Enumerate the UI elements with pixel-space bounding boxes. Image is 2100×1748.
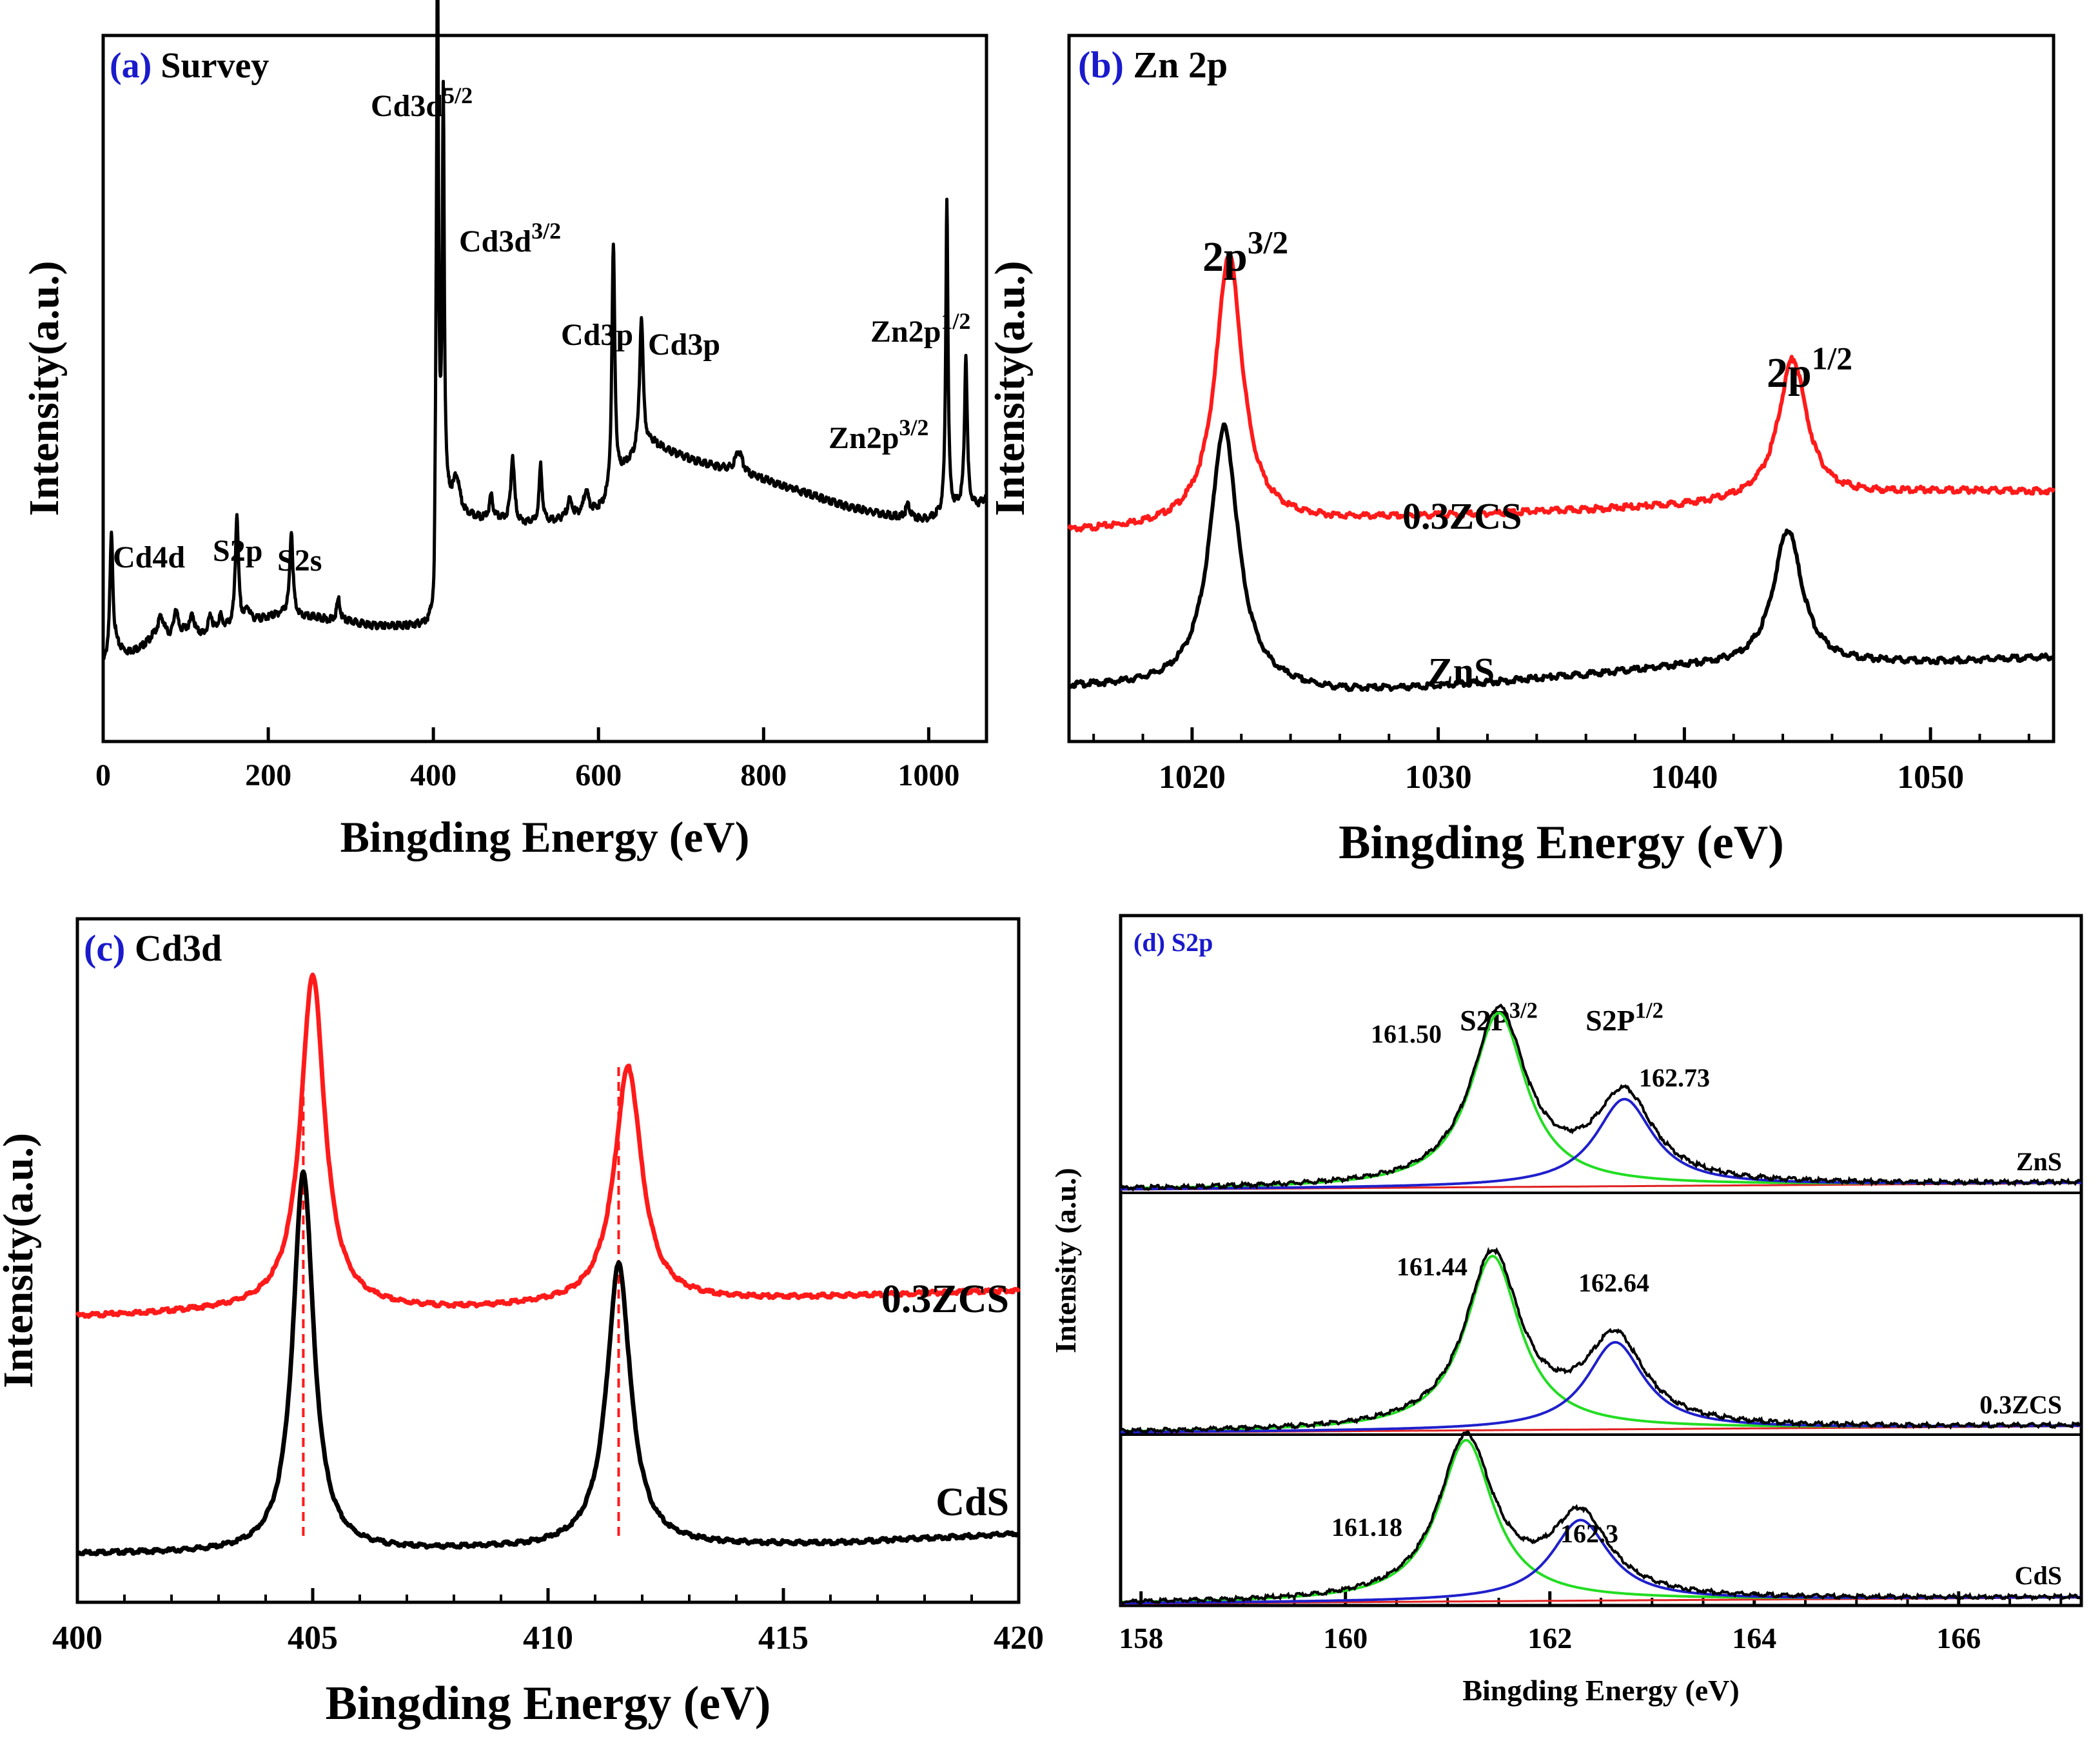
- panel-d-ZnS-envelope: [1119, 1003, 2082, 1192]
- panel-d-0.3ZCS-peak-label-12: 162.64: [1578, 1268, 1649, 1297]
- panel-d-0.3ZCS-peak-label-32: 161.44: [1397, 1252, 1467, 1281]
- panel-a-peak-label-3: Cd3d5/2: [371, 83, 473, 123]
- panel-c-x-tick-label: 415: [758, 1620, 809, 1656]
- panel-c-legend-1: CdS: [936, 1480, 1009, 1524]
- panel-d-x-tick-label: 160: [1323, 1622, 1368, 1655]
- panel-b-x-tick-label: 1020: [1159, 759, 1226, 796]
- panel-d-ZnS-peak-label-12: 162.73: [1639, 1063, 1710, 1092]
- panel-b-legend-0: 0.3ZCS: [1402, 495, 1522, 537]
- panel-d-x-tick-label: 162: [1527, 1622, 1572, 1655]
- panel-a-peak-label-6: Cd3p: [648, 328, 720, 362]
- panel-d-x-tick-label: 166: [1936, 1622, 1981, 1655]
- panel-d-sample-label-CdS: CdS: [2015, 1561, 2062, 1590]
- panel-d-CdS-peak-label-32: 161.18: [1331, 1513, 1402, 1542]
- panel-a-peak-label-1: S2p: [213, 534, 262, 568]
- panel-c-series-0.3ZCS: [75, 972, 1021, 1319]
- panel-c-x-tick-label: 420: [994, 1620, 1044, 1656]
- panel-b-series-ZnS: [1068, 422, 2056, 692]
- panel-b-x-tick-label: 1050: [1897, 759, 1964, 796]
- panel-b-zn2p-chart: 1020 1030 1040 1050 Bingding Energy (eV) Inte…: [986, 34, 2056, 869]
- panel-a-x-tick-label: 800: [740, 758, 787, 792]
- panel-a-x-tick-label: 1000: [898, 758, 959, 792]
- panel-b-x-tick-label: 1030: [1405, 759, 1472, 796]
- panel-b-panel-title: (b) Zn 2p: [1078, 44, 1228, 86]
- panel-d-CdS-fit-s2p12: [1121, 1518, 2081, 1605]
- panel-a-x-tick-label: 200: [245, 758, 291, 792]
- panel-d-x-axis-title: Bingding Energy (eV): [1462, 1674, 1739, 1707]
- panel-a-plot-frame: [101, 34, 988, 743]
- panel-d-CdS-envelope: [1119, 1430, 2082, 1606]
- panel-d-s2p-chart: 158 160 162 164 166 Bingding Energy (eV) Inten…: [1049, 914, 2083, 1707]
- panel-a-peak-label-8: Zn2p3/2: [829, 415, 928, 455]
- panel-d-x-tick-label: 158: [1119, 1622, 1163, 1655]
- panel-d-y-axis-title: Intensity (a.u.): [1049, 1168, 1082, 1353]
- panel-b-series-0.3ZCS: [1067, 253, 2056, 533]
- panel-d-ZnS-fit-s2p32: [1121, 1011, 2081, 1190]
- panel-b-peak-label-1: 2p1/2: [1767, 340, 1852, 397]
- panel-a-peak-label-7: Zn2p1/2: [870, 308, 970, 349]
- panel-d-sample-label-0.3ZCS: 0.3ZCS: [1979, 1390, 2062, 1419]
- panel-a-peak-label-4: Cd3d3/2: [459, 218, 561, 259]
- panel-c-cd3d-chart: 400 405 410 415 420 Bingding Energy (eV) Inten…: [0, 917, 1044, 1730]
- panel-d-0.3ZCS-envelope: [1119, 1247, 2083, 1435]
- panel-d-panel-title: (d) S2p: [1133, 928, 1213, 957]
- panel-c-legend-0: 0.3ZCS: [881, 1277, 1009, 1321]
- panel-c-plot-frame: [75, 917, 1021, 1604]
- panel-c-y-axis-title: Intensity(a.u.): [0, 1133, 42, 1388]
- panel-d-0.3ZCS-fit-s2p12: [1121, 1340, 2081, 1434]
- panel-d-CdS-peak-label-12: 162.3: [1560, 1519, 1618, 1548]
- panel-b-x-tick-label: 1040: [1651, 759, 1718, 796]
- panel-d-x-tick-label: 164: [1732, 1622, 1776, 1655]
- panel-c-x-tick-label: 410: [523, 1620, 573, 1656]
- panel-b-plot-frame: [1067, 34, 2056, 743]
- panel-c-x-tick-label: 400: [52, 1620, 103, 1656]
- panel-a-x-tick-label: 0: [95, 758, 111, 792]
- panel-d-sample-label-ZnS: ZnS: [2016, 1147, 2062, 1176]
- panel-a-y-axis-title: Intensity(a.u.): [21, 260, 68, 516]
- panel-d-header-1: S2P1/2: [1585, 999, 1663, 1037]
- panel-c-panel-title: (c) Cd3d: [84, 927, 222, 969]
- panel-d-header-0: S2P3/2: [1460, 999, 1538, 1037]
- panel-c-x-axis-title: Bingding Energy (eV): [326, 1677, 771, 1730]
- panel-b-y-axis-title: Intensity(a.u.): [986, 260, 1034, 516]
- panel-d-ZnS-peak-label-32: 161.50: [1371, 1019, 1442, 1048]
- panel-b-x-axis-title: Bingding Energy (eV): [1339, 816, 1784, 869]
- panel-a-x-tick-label: 600: [575, 758, 622, 792]
- panel-b-peak-label-0: 2p3/2: [1202, 224, 1288, 280]
- panel-a-peak-label-5: Cd3p: [561, 318, 633, 352]
- panel-d-ZnS-fit-s2p12: [1120, 1097, 2081, 1191]
- panel-a-survey-line: [101, 0, 988, 661]
- panel-a-peak-label-2: S2s: [277, 544, 322, 578]
- panel-a-panel-title: (a) Survey: [110, 46, 269, 86]
- panel-a-survey-chart: 0 200 400 600 800 1000 Bingding Energy (eV) Int…: [21, 0, 988, 861]
- panel-a-x-axis-title: Bingding Energy (eV): [340, 812, 750, 861]
- panel-a-peak-label-0: Cd4d: [113, 540, 185, 574]
- panel-c-series-CdS: [76, 1169, 1020, 1557]
- panel-a-x-tick-label: 400: [410, 758, 456, 792]
- panel-c-x-tick-label: 405: [288, 1620, 338, 1656]
- panel-b-legend-1: ZnS: [1428, 650, 1495, 692]
